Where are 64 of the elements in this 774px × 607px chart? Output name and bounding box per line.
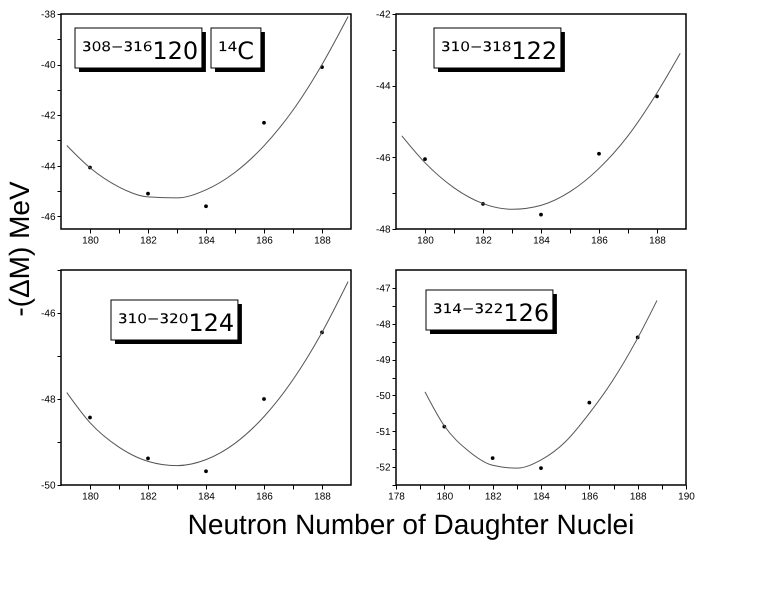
point (262, 397, 266, 401)
point (597, 152, 601, 156)
y-tick-label: -46 (41, 308, 56, 320)
y-tick-label: -40 (41, 60, 56, 72)
x-tick-label: 180 (82, 236, 100, 246)
annotation: ³¹⁰⁻³²⁰124 (118, 309, 234, 337)
x-tick-label: 182 (140, 492, 158, 502)
annotation: ³¹⁰⁻³¹⁸122 (441, 37, 558, 65)
x-tick-label: 188 (314, 492, 332, 502)
x-tick-label: 186 (591, 236, 608, 246)
x-tick-label: 188 (314, 236, 332, 246)
y-tick-label: -47 (376, 283, 391, 294)
y-tick-label: -46 (376, 152, 391, 164)
point (204, 204, 208, 208)
annotation: ¹⁴C (218, 37, 254, 65)
x-tick-label: 184 (533, 236, 550, 246)
annotation: ³⁰⁸⁻³¹⁶120 (82, 37, 198, 65)
point (262, 120, 266, 125)
y-tick-label: -42 (41, 110, 56, 122)
y-tick-label: -48 (376, 224, 391, 236)
x-tick-label: 184 (198, 492, 216, 502)
y-tick-label: -42 (376, 10, 391, 20)
y-tick-label: -48 (41, 394, 56, 406)
x-axis-title: Neutron Number of Daughter Nuclei (188, 509, 634, 540)
x-tick-label: 184 (533, 492, 550, 502)
line-series (424, 300, 658, 469)
annotation: ³¹⁴⁻³²²126 (433, 299, 550, 327)
y-tick-label: -44 (376, 81, 391, 92)
x-tick-label: 186 (581, 492, 599, 502)
point (146, 456, 150, 460)
point (539, 212, 543, 217)
x-tick-label: 190 (678, 492, 696, 502)
y-tick-label: -38 (41, 10, 56, 20)
y-tick-label: -46 (41, 212, 56, 223)
point (204, 469, 208, 474)
point (490, 456, 495, 460)
line-series (66, 281, 349, 466)
line-series (66, 16, 349, 198)
y-tick-label: -48 (376, 319, 391, 330)
y-tick-label: -50 (41, 480, 56, 492)
y-tick-label: -49 (376, 355, 391, 366)
y-tick-label: -52 (376, 462, 391, 474)
y-axis-title: -(ΔM) MeV (4, 181, 35, 317)
point (587, 400, 592, 404)
x-tick-label: 180 (436, 492, 454, 502)
x-tick-label: 186 (256, 492, 274, 502)
x-tick-label: 188 (630, 492, 647, 502)
x-tick-label: 182 (475, 236, 492, 246)
y-tick-label: -50 (376, 390, 391, 402)
y-tick-label: -44 (41, 161, 56, 172)
x-tick-label: 178 (388, 492, 406, 502)
point (146, 192, 150, 196)
point (88, 416, 92, 420)
y-tick-label: -51 (376, 426, 391, 438)
point (655, 94, 659, 98)
point (539, 466, 543, 470)
x-tick-label: 180 (82, 492, 100, 502)
point (423, 157, 427, 161)
x-tick-label: 184 (198, 236, 216, 246)
x-tick-label: 188 (649, 236, 666, 246)
x-tick-label: 182 (140, 236, 158, 246)
x-tick-label: 186 (256, 236, 274, 246)
x-tick-label: 182 (484, 492, 502, 502)
x-tick-label: 180 (417, 236, 434, 246)
